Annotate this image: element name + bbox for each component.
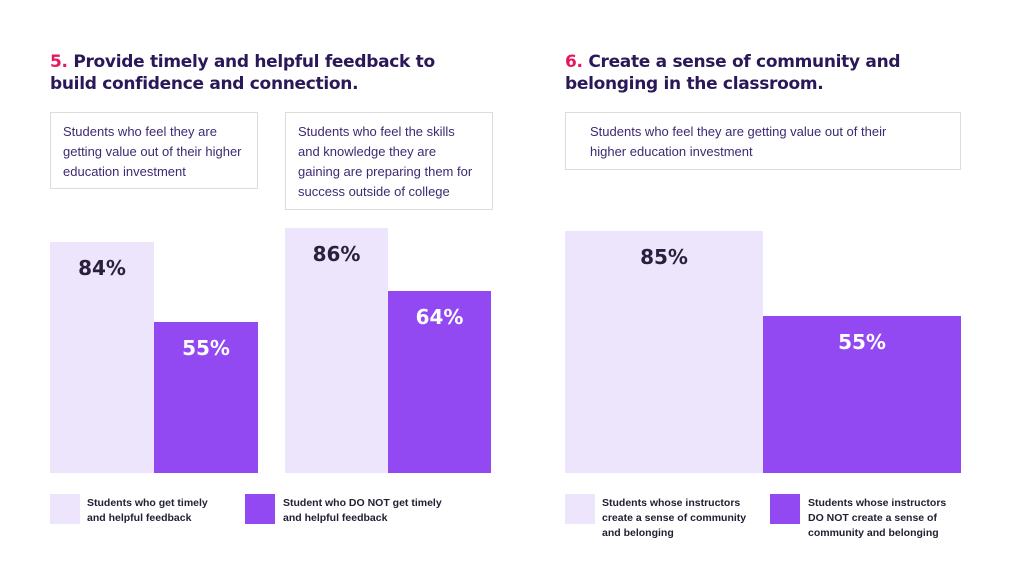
bar-with: 86% bbox=[285, 227, 388, 473]
legend-swatch-light bbox=[565, 494, 595, 524]
legend-label: Student who DO NOT get timely and helpfu… bbox=[283, 497, 442, 524]
bar-without: 64% bbox=[388, 290, 491, 473]
bar-value-label: 64% bbox=[415, 304, 464, 329]
bar-value-label: 55% bbox=[838, 330, 886, 355]
bar-with: 85% bbox=[565, 230, 763, 473]
chart-1-caption: Students who feel they are getting value… bbox=[50, 112, 258, 189]
bar-value-label: 84% bbox=[78, 256, 126, 280]
bar-without: 55% bbox=[763, 316, 961, 473]
legend-label: Students whose instructors DO NOT create… bbox=[808, 497, 947, 539]
legend-swatch-light bbox=[50, 494, 80, 524]
section-title-text: Provide timely and helpful feedback to b… bbox=[50, 52, 435, 94]
legend-swatch-dark bbox=[770, 494, 800, 524]
bar-value-label: 55% bbox=[182, 335, 230, 360]
bar-without: 55% bbox=[154, 321, 258, 473]
section-6-title: 6. Create a sense of community and belon… bbox=[565, 51, 965, 95]
bar-with: 84% bbox=[50, 242, 154, 473]
section-5-title: 5. Provide timely and helpful feedback t… bbox=[50, 51, 470, 95]
legend-swatch-dark bbox=[245, 494, 275, 524]
bar-value-label: 85% bbox=[640, 244, 688, 269]
chart-2-caption: Students who feel the skills and knowled… bbox=[285, 112, 493, 210]
section-number: 6. bbox=[565, 52, 583, 72]
chart-3-caption: Students who feel they are getting value… bbox=[565, 112, 961, 170]
section-number: 5. bbox=[50, 52, 68, 72]
legend-label: Students whose instructors create a sens… bbox=[602, 497, 747, 539]
bar-value-label: 86% bbox=[312, 241, 361, 266]
section-title-text: Create a sense of community and belongin… bbox=[565, 52, 901, 94]
legend-label: Students who get timely and helpful feed… bbox=[87, 497, 208, 524]
